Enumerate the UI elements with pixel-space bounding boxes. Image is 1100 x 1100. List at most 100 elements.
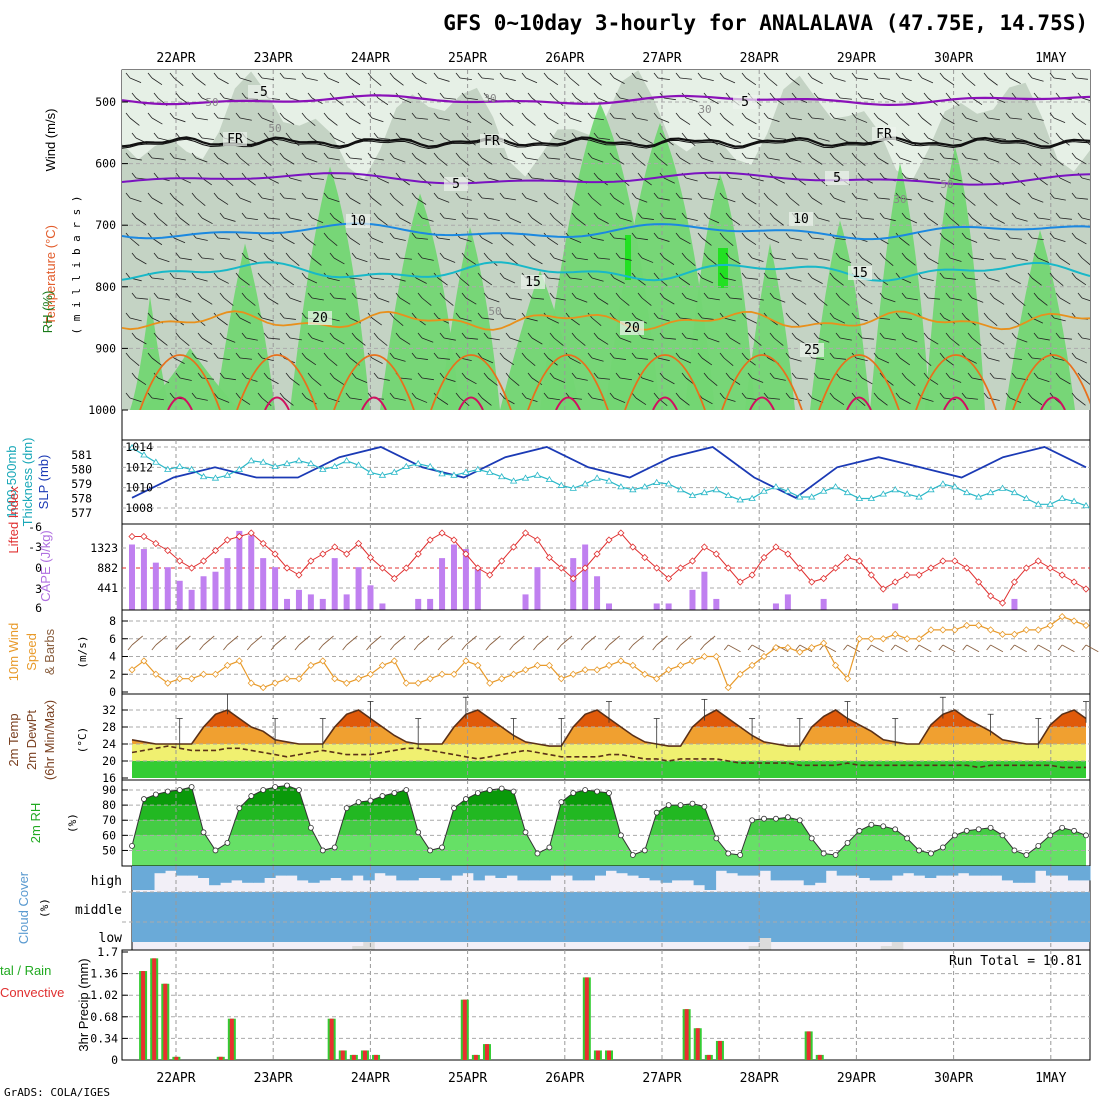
- li-tick-label: -3: [28, 540, 42, 554]
- wind-barb-flag: [1033, 292, 1039, 299]
- wind-barb: [949, 257, 962, 262]
- thickness-tick-label: 578: [71, 492, 92, 506]
- rh-contour-label: 50: [268, 122, 281, 135]
- wind-barb: [993, 337, 1005, 345]
- wind-barb: [261, 77, 274, 81]
- wind-barb-flag: [461, 252, 467, 259]
- wind-barb-flag: [1055, 252, 1061, 259]
- wind-barb-flag: [1027, 152, 1033, 159]
- lifted-index-point: [748, 571, 756, 579]
- wind-barb-flag: [989, 332, 995, 339]
- wind-barb-flag: [235, 312, 241, 319]
- wind-barb-flag: [813, 132, 819, 139]
- wind-barb: [1053, 197, 1066, 201]
- wind-barb-flag: [527, 252, 533, 259]
- high-cloud-bar: [231, 866, 243, 881]
- lifted-index-point: [784, 550, 792, 558]
- rh-point: [355, 799, 362, 805]
- wind-barb-flag: [235, 192, 241, 199]
- high-cloud-bar: [803, 866, 816, 886]
- wind-barb-flag: [873, 352, 879, 359]
- wind-barb: [305, 77, 318, 81]
- wind-barb: [613, 77, 625, 85]
- surface-wind-barb-flag: [533, 644, 538, 651]
- thickness-point: [128, 443, 136, 451]
- wind-barb-flag: [857, 252, 863, 259]
- wind-barb-flag: [307, 212, 313, 219]
- lifted-index-point: [533, 536, 542, 544]
- high-cloud-bar: [836, 866, 849, 876]
- high-cloud-bar: [242, 866, 254, 883]
- wind-barb-flag: [813, 292, 819, 299]
- lifted-index-point: [414, 550, 422, 558]
- wind-barb-flag: [301, 192, 307, 199]
- wind-barb-flag: [197, 372, 203, 379]
- wind-barb-flag: [329, 372, 335, 379]
- wind-barb-flag: [395, 332, 401, 339]
- cape-tick-label: 882: [97, 561, 118, 575]
- wind-barb: [465, 257, 477, 265]
- wind-barb-flag: [807, 112, 813, 119]
- wind-barb: [135, 337, 147, 345]
- wind-barb: [811, 357, 824, 360]
- contour-label: 10: [793, 212, 809, 227]
- thickness-point: [879, 490, 887, 497]
- date-label-bottom: 29APR: [837, 1071, 876, 1086]
- wind-speed-point: [366, 670, 375, 678]
- li-tick-label: 3: [35, 582, 42, 596]
- thickness-point: [652, 478, 661, 485]
- wind-barb: [1031, 157, 1042, 166]
- wind-barb-flag: [571, 132, 577, 139]
- tick-label: 16: [102, 771, 116, 785]
- wind-barb: [1081, 257, 1090, 266]
- wind-barb: [729, 177, 742, 180]
- wind-barb-flag: [543, 152, 549, 159]
- wind-barb: [663, 217, 676, 220]
- wind-barb-flag: [477, 352, 483, 359]
- lifted-index-point: [688, 557, 697, 565]
- thickness-point: [187, 465, 196, 472]
- wind-barb-flag: [631, 352, 637, 359]
- wind-barb: [1037, 217, 1050, 220]
- high-cloud-bar: [583, 866, 595, 881]
- cape-bar: [355, 567, 362, 610]
- high-cloud-bar: [748, 866, 761, 876]
- wind-barb: [833, 317, 845, 324]
- wind-barb: [745, 317, 757, 324]
- wind-speed-point: [998, 630, 1007, 638]
- wind-barb-flag: [395, 292, 401, 299]
- wind-barb: [465, 337, 478, 340]
- wind-barb-flag: [879, 292, 885, 299]
- wind-barb: [377, 337, 388, 346]
- high-cloud-bar: [660, 866, 673, 883]
- tick-label: 32: [102, 703, 116, 717]
- wind-barb-flag: [747, 132, 753, 139]
- wind-barb: [685, 97, 698, 102]
- thickness-point: [664, 480, 673, 487]
- wind-barb: [1059, 377, 1071, 385]
- wind-barb-flag: [345, 312, 351, 319]
- surface-wind-barb-flag: [199, 644, 204, 651]
- wind-barb-flag: [527, 292, 533, 299]
- contour-label-bg: [800, 343, 824, 357]
- wind-barb-flag: [791, 92, 797, 99]
- cloud-high-label: high: [91, 874, 122, 889]
- wind-barb: [261, 277, 272, 287]
- wind-barb-flag: [191, 272, 197, 279]
- wind-barb-flag: [197, 212, 203, 219]
- thickness-point: [1034, 500, 1043, 507]
- wind-barb: [635, 77, 648, 82]
- wind-barb-flag: [851, 312, 857, 319]
- lifted-index-point: [176, 557, 184, 565]
- wind-barb: [509, 137, 521, 146]
- wind-speed-point: [486, 679, 494, 687]
- thickness-point: [998, 484, 1007, 491]
- wind-barb: [531, 217, 543, 226]
- wind-barb-flag: [719, 272, 725, 279]
- wind-barb: [377, 217, 388, 226]
- lifted-index-point: [426, 536, 434, 544]
- wind-barb-flag: [653, 272, 659, 279]
- wind-barb-flag: [213, 392, 219, 399]
- wind-barb-flag: [455, 272, 461, 279]
- precip-convective-bar: [362, 1050, 367, 1060]
